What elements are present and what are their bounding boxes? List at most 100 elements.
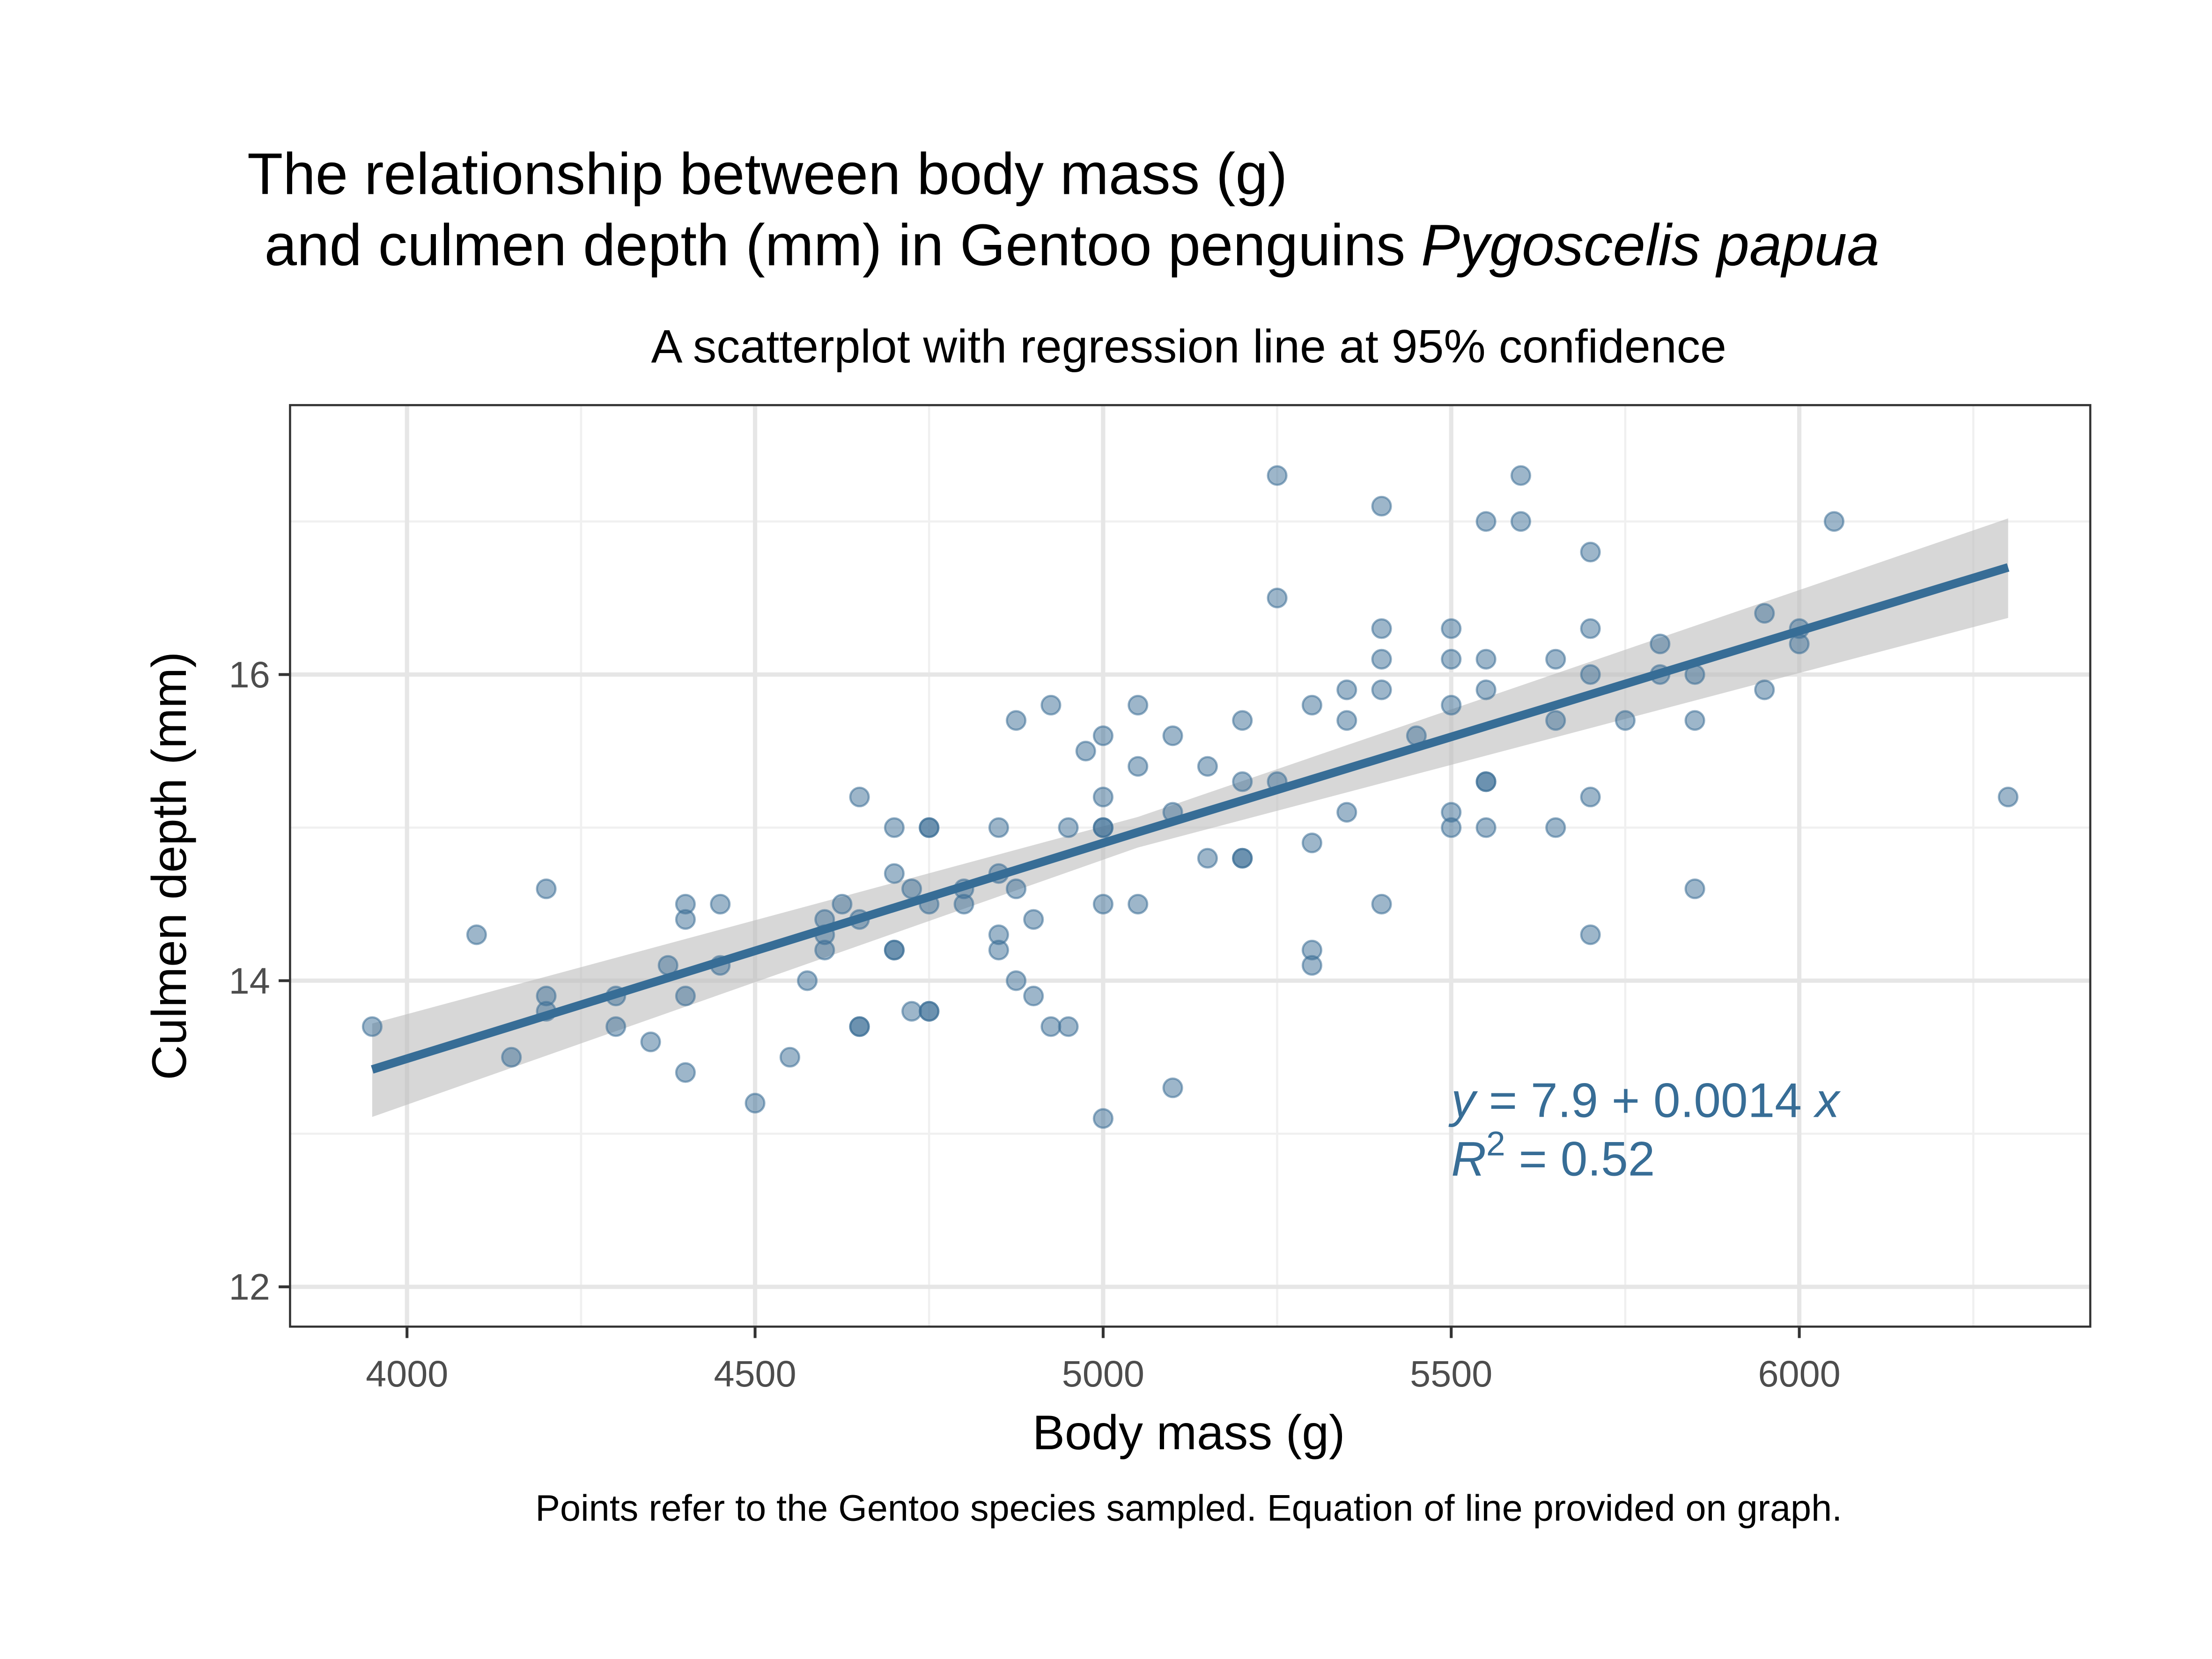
point — [953, 893, 974, 914]
point — [1475, 771, 1497, 792]
point — [779, 1047, 800, 1068]
point — [1197, 756, 1218, 777]
point — [1197, 848, 1218, 869]
point — [1580, 541, 1601, 563]
point — [536, 878, 557, 900]
point — [1441, 649, 1462, 670]
point — [1336, 679, 1357, 700]
point — [1336, 710, 1357, 731]
point — [1128, 756, 1149, 777]
point — [1475, 649, 1497, 670]
point — [1128, 893, 1149, 914]
point — [1998, 786, 2019, 808]
y-tick-label: 14 — [229, 960, 270, 1002]
x-tick-label: 5000 — [1062, 1353, 1144, 1394]
point — [901, 878, 922, 900]
point — [1371, 618, 1392, 639]
point — [605, 1016, 627, 1037]
caption: Points refer to the Gentoo species sampl… — [535, 1487, 1842, 1528]
y-axis-label: Culmen depth (mm) — [142, 652, 196, 1080]
r2-symbol: R — [1451, 1131, 1486, 1186]
point — [1267, 465, 1288, 486]
point — [1475, 511, 1497, 532]
point — [1580, 786, 1601, 808]
point — [1092, 893, 1113, 914]
point — [1754, 603, 1775, 624]
title-species: Pygoscelis papua — [1421, 213, 1880, 278]
point — [501, 1047, 522, 1068]
point — [1232, 771, 1253, 792]
point — [814, 939, 835, 961]
point — [1580, 618, 1601, 639]
x-tick-label: 4000 — [366, 1353, 448, 1394]
x-tick-label: 4500 — [714, 1353, 796, 1394]
point — [1441, 618, 1462, 639]
chart-subtitle: A scatterplot with regression line at 95… — [651, 320, 1726, 373]
point — [1545, 817, 1566, 838]
equation-part: x — [1813, 1073, 1841, 1127]
point — [745, 1092, 766, 1113]
point — [1823, 511, 1845, 532]
point — [1301, 955, 1322, 976]
equation-part: = 7.9 + 0.0014 — [1475, 1073, 1815, 1127]
point — [466, 924, 487, 945]
point — [710, 893, 731, 914]
point — [1005, 710, 1027, 731]
point — [1058, 817, 1079, 838]
point — [1040, 694, 1062, 716]
point — [1267, 588, 1288, 609]
point — [1580, 664, 1601, 685]
point — [1301, 833, 1322, 854]
point — [1684, 710, 1705, 731]
equation-part: y — [1448, 1073, 1478, 1127]
point — [1371, 495, 1392, 517]
r2-exponent: 2 — [1486, 1125, 1505, 1163]
point — [1301, 694, 1322, 716]
y-tick-label: 12 — [229, 1266, 270, 1308]
point — [919, 817, 940, 838]
x-tick-label: 5500 — [1410, 1353, 1492, 1394]
point — [849, 1016, 870, 1037]
point — [1754, 679, 1775, 700]
point — [675, 985, 696, 1007]
point — [1615, 710, 1636, 731]
point — [1058, 1016, 1079, 1037]
point — [675, 1062, 696, 1083]
point — [1545, 710, 1566, 731]
point — [675, 909, 696, 930]
point — [1371, 893, 1392, 914]
point — [1510, 465, 1532, 486]
point — [1005, 878, 1027, 900]
point — [1075, 740, 1096, 762]
x-tick-label: 6000 — [1758, 1353, 1841, 1394]
point — [884, 863, 905, 884]
point — [1005, 970, 1027, 991]
point — [901, 1001, 922, 1022]
point — [1475, 679, 1497, 700]
point — [988, 939, 1009, 961]
point — [1650, 634, 1671, 655]
equation: y = 7.9 + 0.0014 x — [1448, 1073, 1841, 1127]
x-axis-label: Body mass (g) — [1032, 1405, 1345, 1460]
point — [1128, 694, 1149, 716]
point — [1092, 725, 1113, 746]
r2-value: = 0.52 — [1505, 1131, 1655, 1186]
point — [1092, 817, 1113, 838]
chart-title: and culmen depth (mm) in Gentoo penguins… — [265, 213, 1880, 278]
point — [1023, 909, 1044, 930]
point — [1545, 649, 1566, 670]
point — [361, 1016, 383, 1037]
point — [1232, 710, 1253, 731]
point — [919, 1001, 940, 1022]
point — [1336, 802, 1357, 823]
title-line: and culmen depth (mm) in Gentoo penguins — [265, 213, 1406, 278]
point — [1092, 786, 1113, 808]
point — [1441, 817, 1462, 838]
chart-title: The relationship between body mass (g) — [247, 141, 1287, 206]
point — [884, 939, 905, 961]
r-squared: R2 = 0.52 — [1451, 1125, 1655, 1186]
point — [1441, 694, 1462, 716]
point — [1162, 1077, 1183, 1099]
